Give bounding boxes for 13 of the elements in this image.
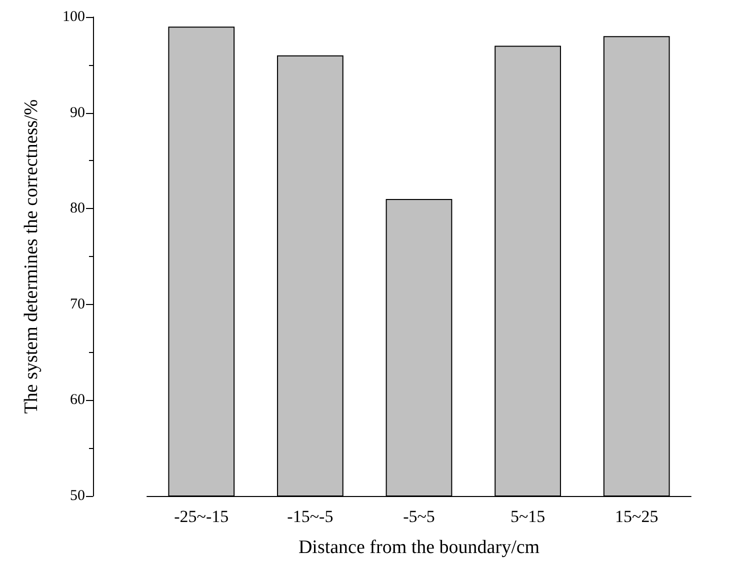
x-tick-label: 5~15: [510, 507, 546, 526]
y-tick-label: 60: [70, 392, 85, 408]
y-tick-label: 50: [70, 488, 85, 504]
x-tick-label: -25~-15: [174, 507, 229, 526]
x-tick-label: -5~5: [403, 507, 435, 526]
y-tick-label: 100: [62, 9, 85, 25]
y-tick-label: 80: [70, 200, 85, 217]
y-axis-title: The system determines the correctness/%: [21, 99, 42, 414]
x-tick-label: -15~-5: [287, 507, 334, 526]
y-tick-label: 70: [70, 296, 85, 312]
x-axis-title: Distance from the boundary/cm: [298, 537, 540, 558]
y-tick-label: 90: [70, 104, 85, 121]
x-tick-label: 15~25: [615, 507, 658, 526]
